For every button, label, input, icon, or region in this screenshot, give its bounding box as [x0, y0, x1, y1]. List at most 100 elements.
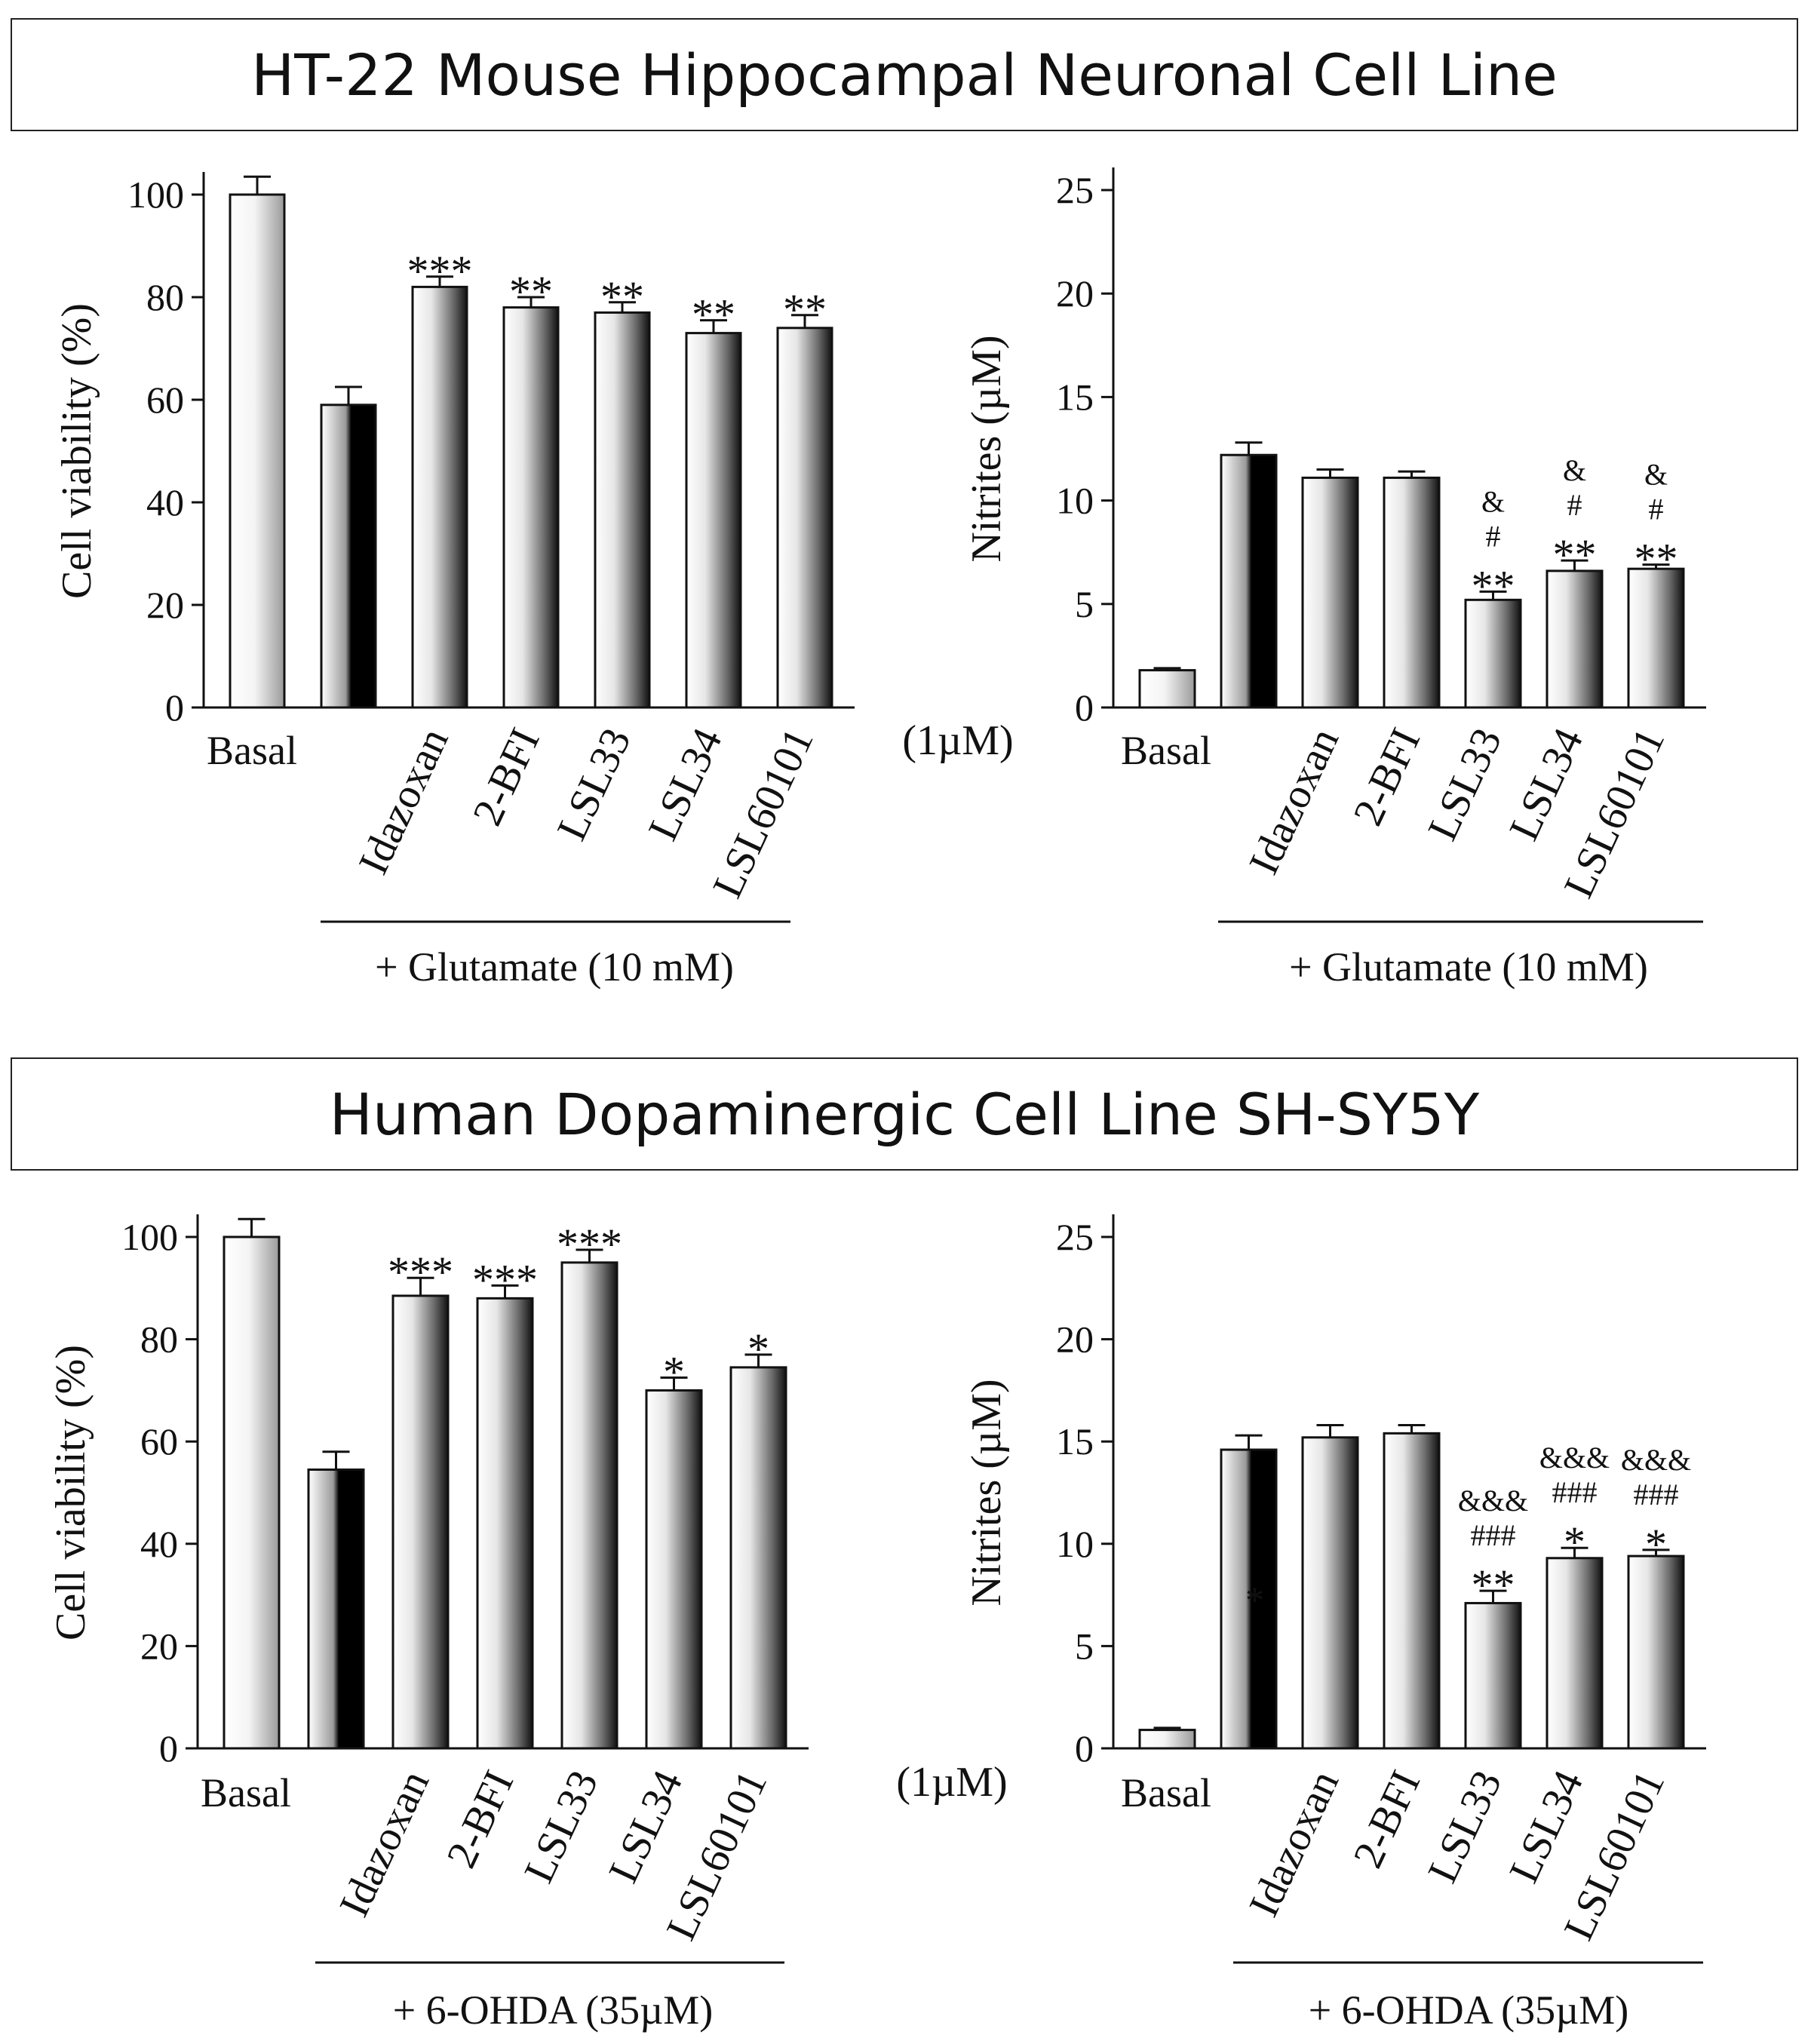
chart2-y-axis-label: Nitrites (µM) [963, 335, 1010, 562]
chart2-bar [1301, 476, 1359, 709]
chart1-y-tick-label: 100 [127, 173, 184, 216]
chart4-significance-label: &&& [1458, 1484, 1528, 1518]
chart1-y-tick-label: 0 [165, 686, 184, 729]
chart4-y-tick-label: 5 [1075, 1625, 1094, 1667]
chart2-significance-label: # [1649, 493, 1664, 526]
chart2-category-label: Basal [1121, 728, 1211, 773]
chart2-category-label: LSL33 [1419, 721, 1511, 847]
chart1-significance-label: ** [692, 290, 735, 339]
chart3-category-label: LSL34 [600, 1763, 692, 1889]
chart4-category-label: LSL33 [1419, 1763, 1511, 1889]
chart3-y-tick-label: 0 [159, 1727, 178, 1769]
chart4-bar [1627, 1554, 1685, 1750]
chart3-y-tick-label: 20 [140, 1625, 178, 1667]
chart3-bar [476, 1297, 534, 1750]
chart4-bar [1138, 1729, 1196, 1750]
chart2-significance-label: & [1481, 484, 1505, 518]
chart3-y-tick-label: 80 [140, 1318, 178, 1361]
chart3-category-label: Idazoxan [330, 1763, 438, 1923]
section-title-ht22: HT-22 Mouse Hippocampal Neuronal Cell Li… [11, 18, 1798, 131]
chart4-y-tick-label: 10 [1056, 1523, 1094, 1565]
chart1-bar [502, 306, 560, 709]
chart1-significance-label: ** [600, 272, 644, 321]
chart3-bar [307, 1468, 365, 1750]
chart1-category-label: 2-BFI [464, 721, 549, 832]
chart4-bar [1301, 1436, 1359, 1750]
chart2-significance-label: & [1563, 453, 1586, 487]
chart3-bar [391, 1294, 450, 1750]
chart2-x-axis-label: + Glutamate (10 mM) [1289, 944, 1648, 990]
chart3-bar [729, 1366, 787, 1750]
chart1-significance-label: ** [509, 267, 553, 316]
chart2-bar [1464, 598, 1522, 709]
chart2-significance-label: ** [1635, 535, 1678, 584]
chart1-bar [320, 404, 377, 709]
chart1-bar [411, 285, 468, 709]
chart3-significance-label: *** [388, 1248, 453, 1297]
chart2-y-tick-label: 10 [1056, 480, 1094, 522]
chart2-y-tick-label: 20 [1056, 272, 1094, 315]
chart1-bar [229, 193, 286, 709]
chart4-significance-label: &&& [1621, 1443, 1691, 1477]
chart2-bar [1627, 567, 1685, 709]
chart4-significance-label: ** [1472, 1561, 1515, 1610]
chart3-bar [223, 1235, 281, 1750]
chart3-significance-label: *** [472, 1255, 538, 1304]
chart4-significance-label: * [1564, 1518, 1585, 1567]
chart2-significance-label: # [1486, 519, 1501, 553]
chart3-category-label: 2-BFI [438, 1763, 523, 1874]
chart2-y-tick-label: 5 [1075, 583, 1094, 625]
chart4-bar [1383, 1432, 1441, 1750]
chart4-significance-label: &&& [1539, 1441, 1610, 1475]
chart4-category-label: Basal [1121, 1770, 1211, 1815]
chart2-significance-label: & [1644, 458, 1668, 492]
chart3-bar [560, 1261, 619, 1750]
chart2-significance-label: # [1567, 488, 1582, 522]
chart2-category-label: LSL34 [1500, 721, 1592, 847]
chart3-significance-label: * [663, 1347, 685, 1396]
chart3-significance-label: * [747, 1324, 769, 1373]
chart1-significance-label: *** [407, 247, 473, 296]
chart2-category-label: Idazoxan [1240, 721, 1348, 881]
chart3-category-label: LSL33 [515, 1763, 607, 1889]
chart4-y-tick-label: 25 [1056, 1216, 1094, 1258]
chart3-y-tick-label: 60 [140, 1420, 178, 1462]
chart4-inner-mark: * [1245, 1579, 1264, 1621]
chart1-y-axis-label: Cell viability (%) [54, 303, 100, 599]
chart2-significance-label: ** [1553, 530, 1597, 579]
chart1-bar [776, 327, 833, 709]
chart2-category-label: 2-BFI [1345, 721, 1430, 832]
chart4-category-label: 2-BFI [1345, 1763, 1430, 1874]
chart1-y-tick-label: 80 [146, 276, 184, 318]
chart1-significance-label: ** [783, 285, 827, 334]
section-title-shsy5y: Human Dopaminergic Cell Line SH-SY5Y [11, 1057, 1798, 1171]
chart2-bar [1138, 669, 1196, 709]
chart4-y-tick-label: 15 [1056, 1420, 1094, 1462]
chart4-significance-label: * [1645, 1520, 1667, 1569]
chart2-y-tick-label: 15 [1056, 376, 1094, 418]
chart4-bar [1464, 1601, 1522, 1750]
chart4-category-label: LSL34 [1500, 1763, 1592, 1889]
chart4-significance-label: ### [1552, 1475, 1598, 1509]
chart4-y-tick-label: 20 [1056, 1318, 1094, 1361]
chart4-significance-label: ### [1471, 1518, 1516, 1552]
chart3-category-label: Basal [201, 1770, 291, 1815]
chart4-significance-label: ### [1634, 1478, 1679, 1512]
chart3-bar [645, 1389, 703, 1750]
chart2-bar [1383, 476, 1441, 709]
chart3-y-tick-label: 100 [121, 1216, 178, 1258]
unit-label-bottom: (1µM) [896, 1759, 1007, 1806]
chart1-bar [685, 332, 742, 709]
chart3-y-axis-label: Cell viability (%) [48, 1345, 94, 1640]
chart2-bar [1220, 453, 1278, 709]
chart3-y-tick-label: 40 [140, 1523, 178, 1565]
chart4-y-tick-label: 0 [1075, 1727, 1094, 1769]
chart1-y-tick-label: 20 [146, 584, 184, 626]
chart1-x-axis-label: + Glutamate (10 mM) [375, 944, 734, 990]
chart1-category-label: LSL34 [640, 721, 732, 847]
chart3-x-axis-label: + 6-OHDA (35µM) [393, 1987, 714, 2033]
chart1-category-label: Idazoxan [350, 721, 458, 881]
chart1-bar [594, 311, 651, 709]
